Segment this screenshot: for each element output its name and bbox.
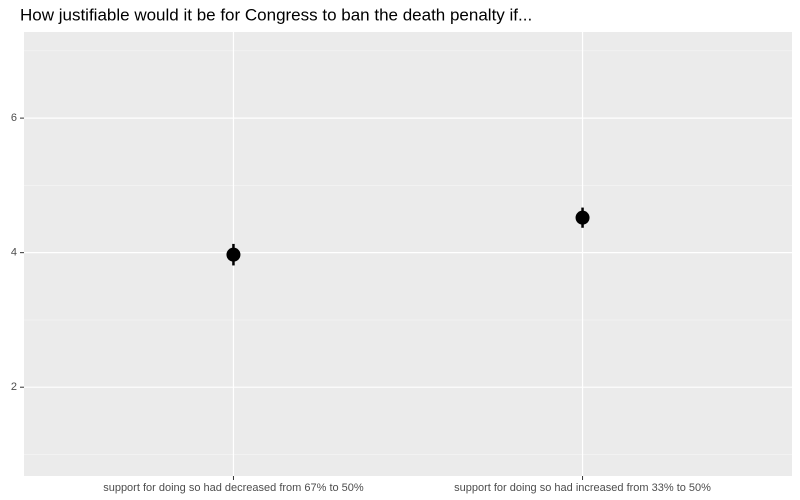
x-tick-label: support for doing so had increased from … [454, 482, 711, 494]
y-tick-label: 2 [11, 381, 17, 393]
point [575, 210, 590, 225]
x-tick-label: support for doing so had decreased from … [103, 482, 364, 494]
y-tick-label: 6 [11, 112, 17, 124]
y-tick-label: 4 [11, 247, 17, 259]
chart-title: How justifiable would it be for Congress… [20, 5, 532, 24]
point [226, 247, 241, 262]
panel-background [24, 32, 792, 476]
